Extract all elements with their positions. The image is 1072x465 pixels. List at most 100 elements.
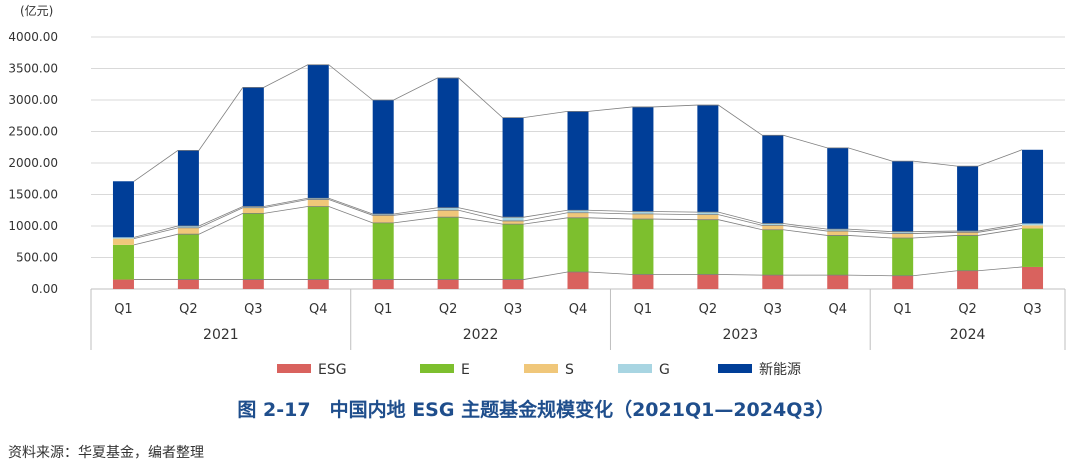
bar-segment bbox=[437, 77, 459, 208]
x-tick-label: Q3 bbox=[504, 302, 523, 317]
bar-segment bbox=[762, 275, 784, 289]
bar-segment bbox=[112, 279, 134, 289]
bar-segment bbox=[372, 279, 394, 289]
bar-segment bbox=[762, 135, 784, 224]
bar-segment bbox=[177, 234, 199, 280]
bar-segment bbox=[242, 207, 264, 214]
x-group-label: 2022 bbox=[463, 327, 499, 343]
bar-segment bbox=[177, 227, 199, 235]
x-group-label: 2024 bbox=[950, 327, 986, 343]
series-connector-line bbox=[133, 64, 1023, 182]
bar-segment bbox=[762, 229, 784, 276]
bar-segment bbox=[827, 229, 849, 232]
bar-segment bbox=[892, 237, 914, 276]
bar-segment bbox=[177, 279, 199, 289]
y-unit-label: (亿元) bbox=[20, 3, 53, 18]
bar-segment bbox=[567, 212, 589, 218]
x-tick-label: Q4 bbox=[569, 302, 588, 317]
bar-segment bbox=[827, 235, 849, 276]
y-tick-label: 3000.00 bbox=[8, 93, 58, 107]
bar-segment bbox=[242, 206, 264, 208]
bar-segment bbox=[567, 111, 589, 211]
bar-segment bbox=[762, 225, 784, 230]
bar-segment bbox=[1022, 228, 1044, 267]
bar-segment bbox=[242, 87, 264, 207]
y-tick-label: 2000.00 bbox=[8, 156, 58, 170]
bar-segment bbox=[1022, 266, 1044, 289]
bar-segment bbox=[177, 150, 199, 226]
x-group-label: 2023 bbox=[723, 327, 759, 343]
bar-segment bbox=[567, 217, 589, 272]
legend-label: E bbox=[461, 362, 470, 378]
bar-segment bbox=[372, 215, 394, 223]
bar-segment bbox=[892, 275, 914, 289]
series-connector-line bbox=[133, 197, 1023, 238]
legend-swatch bbox=[718, 364, 752, 373]
bar-segment bbox=[892, 161, 914, 232]
x-tick-label: Q1 bbox=[893, 302, 912, 317]
legend-swatch bbox=[420, 364, 454, 373]
x-tick-label: Q1 bbox=[114, 302, 133, 317]
y-tick-label: 1000.00 bbox=[8, 219, 58, 233]
bar-segment bbox=[827, 147, 849, 230]
x-tick-label: Q4 bbox=[309, 302, 328, 317]
bar-segment bbox=[827, 275, 849, 289]
y-tick-label: 2500.00 bbox=[8, 125, 58, 139]
bar-segment bbox=[892, 233, 914, 238]
bar-segment bbox=[307, 206, 329, 280]
x-group-label: 2021 bbox=[203, 327, 239, 343]
x-tick-label: Q2 bbox=[439, 302, 458, 317]
x-tick-label: Q2 bbox=[179, 302, 198, 317]
bar-segment bbox=[372, 100, 394, 215]
bar-segment bbox=[112, 244, 134, 280]
x-tick-label: Q4 bbox=[828, 302, 847, 317]
bar-segment bbox=[372, 214, 394, 216]
bar-segment bbox=[697, 219, 719, 275]
legend-swatch bbox=[277, 364, 311, 373]
x-tick-label: Q1 bbox=[374, 302, 393, 317]
bar-segment bbox=[307, 64, 329, 199]
bar-segment bbox=[1022, 149, 1044, 224]
bar-segment bbox=[957, 232, 979, 236]
bar-segment bbox=[307, 279, 329, 289]
bar-segment bbox=[437, 279, 459, 289]
bar-segment bbox=[437, 207, 459, 211]
x-tick-label: Q2 bbox=[958, 302, 977, 317]
bar-segment bbox=[502, 217, 524, 221]
stacked-bar-chart: (亿元) 0.00 500.00 1000.00 1500.00 2000.00 2500.… bbox=[8, 3, 1066, 378]
bar-segment bbox=[762, 223, 784, 226]
x-tick-label: Q3 bbox=[244, 302, 263, 317]
bar-segment bbox=[1022, 225, 1044, 229]
bar-segment bbox=[437, 210, 459, 218]
bar-segment bbox=[502, 224, 524, 280]
figure-caption: 图 2-17 中国内地 ESG 主题基金规模变化（2021Q1—2024Q3） bbox=[237, 399, 835, 421]
bar-segment bbox=[827, 231, 849, 236]
legend-label: G bbox=[659, 362, 670, 378]
bar-segment bbox=[372, 222, 394, 280]
bar-segment bbox=[112, 237, 134, 239]
x-tick-label: Q1 bbox=[634, 302, 653, 317]
bar-segment bbox=[502, 117, 524, 218]
bar-segment bbox=[242, 213, 264, 280]
y-tick-label: 4000.00 bbox=[8, 30, 58, 44]
legend-swatch bbox=[618, 364, 652, 373]
bar-segment bbox=[567, 271, 589, 289]
bar-segment bbox=[892, 231, 914, 234]
bar-segment bbox=[697, 214, 719, 220]
bar-segment bbox=[177, 226, 199, 228]
series-connector-line bbox=[133, 199, 1023, 239]
bar-segment bbox=[632, 211, 654, 215]
bar-segment bbox=[957, 235, 979, 271]
bar-segment bbox=[567, 210, 589, 213]
bar-segment bbox=[957, 231, 979, 233]
bar-segment bbox=[632, 106, 654, 212]
bar-segment bbox=[242, 279, 264, 289]
bar-segment bbox=[437, 217, 459, 280]
legend-label: S bbox=[565, 362, 574, 378]
bar-segment bbox=[502, 279, 524, 289]
y-tick-label: 3500.00 bbox=[8, 62, 58, 76]
bar-segment bbox=[502, 220, 524, 225]
bar-segment bbox=[957, 270, 979, 289]
bar-segment bbox=[632, 214, 654, 220]
bar-segment bbox=[957, 166, 979, 232]
